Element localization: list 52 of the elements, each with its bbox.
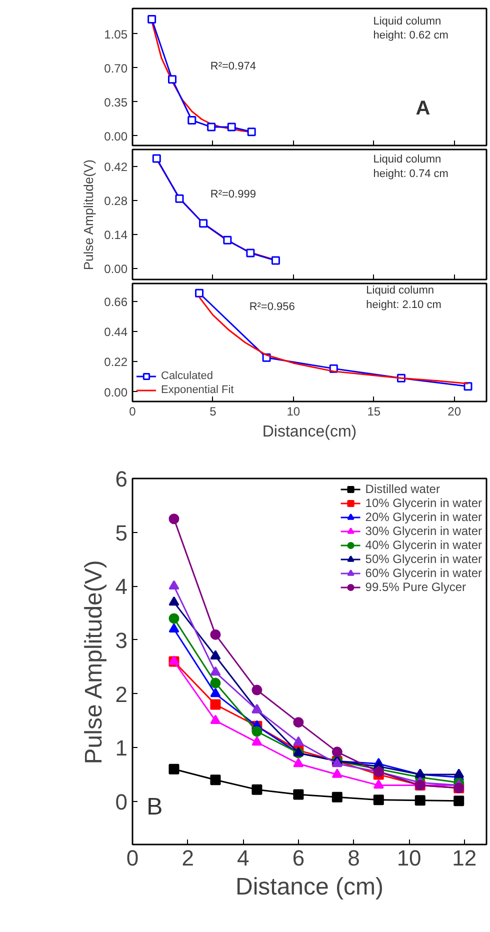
x-tick-label: 5 xyxy=(210,404,217,418)
y-tick-label: 0 xyxy=(115,789,128,814)
legend-label: 40% Glycerin in water xyxy=(365,538,482,552)
y-tick-label: 3 xyxy=(115,628,128,653)
legend-label: Calculated xyxy=(161,369,213,383)
y-tick-label: 0.00 xyxy=(104,129,128,144)
x-tick-label: 10 xyxy=(396,846,422,870)
y-tick-label: 0.66 xyxy=(104,294,128,309)
legend-label: 99.5% Pure Glycer xyxy=(365,580,466,594)
y-tick-label: 1 xyxy=(115,736,128,761)
x-tick-label: 15 xyxy=(367,404,381,418)
x-axis-title: Distance(cm) xyxy=(262,424,357,440)
x-tick-label: 8 xyxy=(348,846,360,870)
y-tick-label: 5 xyxy=(115,520,128,546)
x-tick-label: 4 xyxy=(237,846,250,870)
legend-label: Exponential Fit xyxy=(161,383,234,397)
annotation: B xyxy=(146,793,163,820)
y-tick-label: 4 xyxy=(115,574,128,600)
x-tick-label: 0 xyxy=(129,404,136,418)
legend-label: 50% Glycerin in water xyxy=(365,552,482,566)
legend-label: Distilled water xyxy=(365,482,440,496)
annotation: Liquid column height: 2.10 cm xyxy=(366,284,442,312)
x-tick-label: 20 xyxy=(448,404,462,418)
annotation: Liquid column height: 0.74 cm xyxy=(373,153,448,180)
legend-label: 30% Glycerin in water xyxy=(365,524,482,538)
legend-label: 60% Glycerin in water xyxy=(365,566,482,580)
y-tick-label: 0.28 xyxy=(104,194,128,208)
x-tick-label: 6 xyxy=(292,846,305,870)
annotation: R²=0.999 xyxy=(210,188,256,200)
y-tick-label: 0.35 xyxy=(104,95,128,110)
y-tick-label: 6 xyxy=(115,466,128,492)
y-tick-label: 0.44 xyxy=(104,325,128,340)
annotation: Liquid column height: 0.62 cm xyxy=(373,15,448,42)
annotation: A xyxy=(416,98,430,120)
x-tick-label: 10 xyxy=(286,404,300,418)
y-tick-label: 1.05 xyxy=(104,27,128,42)
x-tick-label: 12 xyxy=(452,846,477,870)
x-tick-label: 2 xyxy=(182,846,194,870)
y-tick-label: 0.00 xyxy=(104,262,128,276)
y-tick-label: 0.22 xyxy=(104,355,128,370)
annotation: R²=0.956 xyxy=(249,301,295,314)
y-tick-label: 0.70 xyxy=(104,61,128,76)
legend-label: 20% Glycerin in water xyxy=(365,510,482,524)
y-tick-label: 0.42 xyxy=(104,160,128,174)
y-tick-label: 2 xyxy=(115,682,128,707)
x-axis-title: Distance (cm) xyxy=(235,874,384,900)
y-tick-label: 0.00 xyxy=(104,385,128,400)
annotation: R²=0.974 xyxy=(210,60,256,73)
y-axis-title: Pulse Amplitude(V) xyxy=(80,560,108,764)
legend-label: 10% Glycerin in water xyxy=(365,496,482,510)
y-axis-title: Pulse Amplitude(V) xyxy=(81,160,96,270)
y-tick-label: 0.14 xyxy=(104,228,128,242)
